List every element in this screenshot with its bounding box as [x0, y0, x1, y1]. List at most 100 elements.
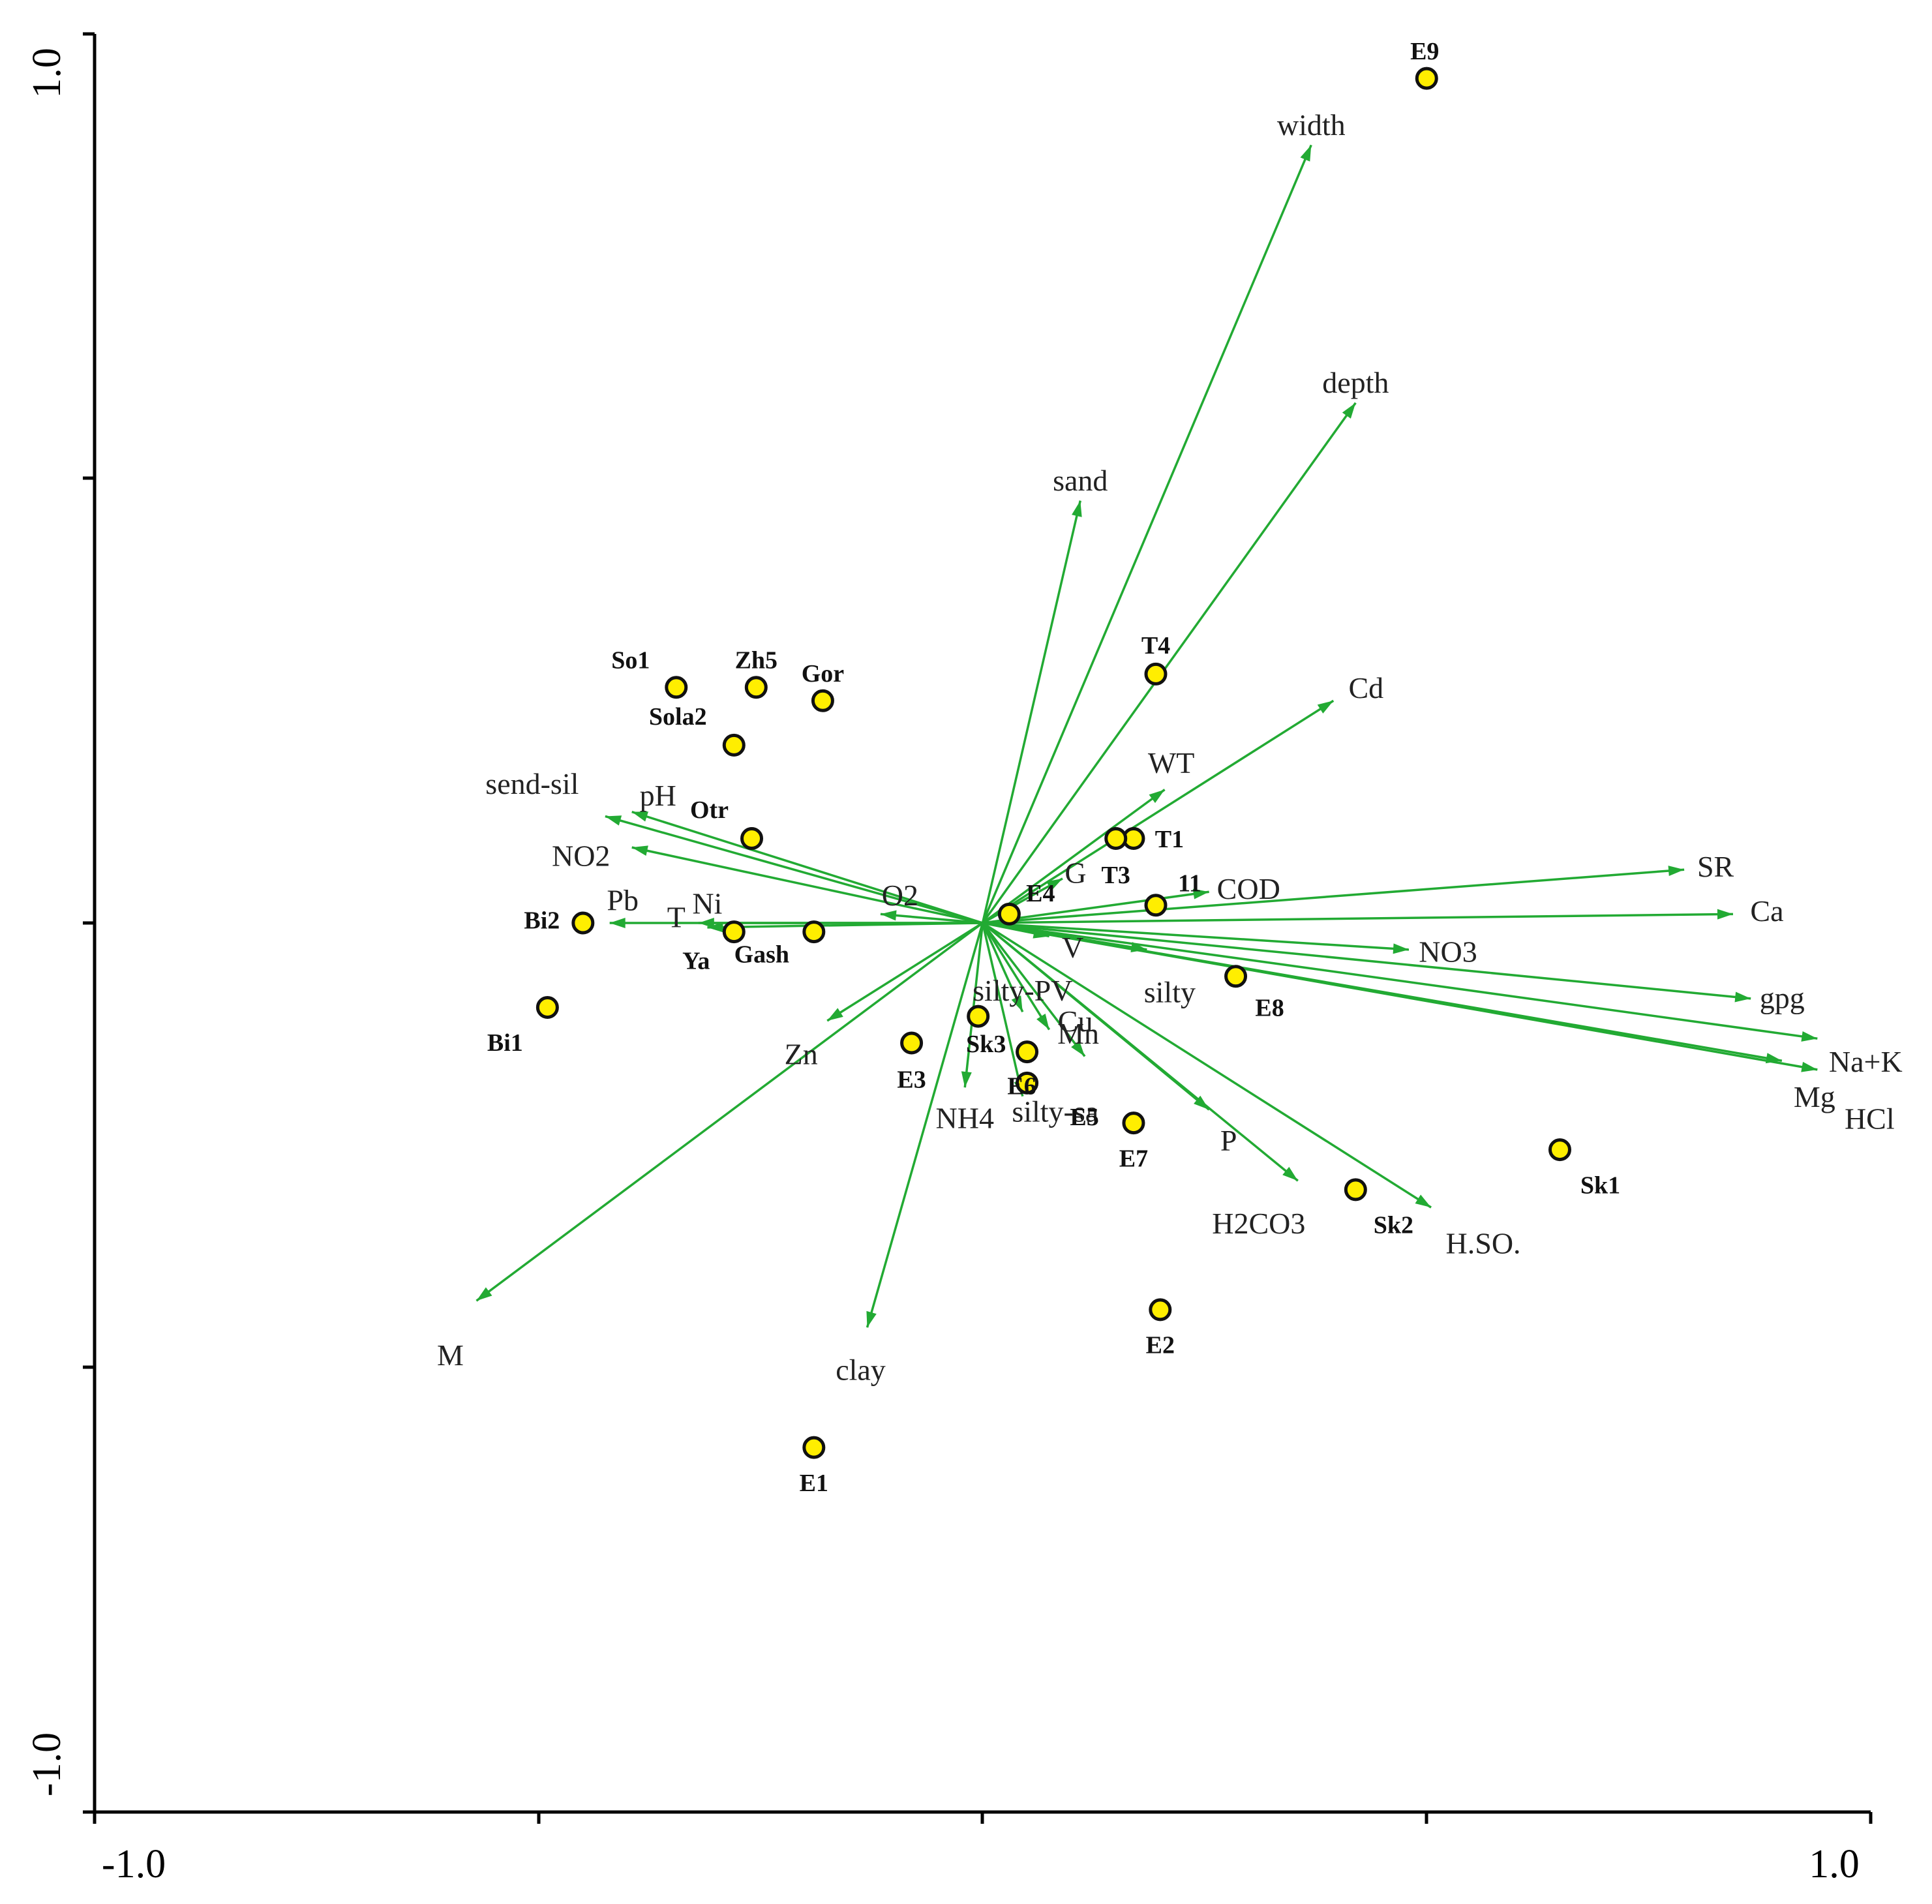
vector-label-gpg: gpg — [1760, 981, 1805, 1014]
vector-sr — [982, 868, 1685, 924]
vector-mn — [982, 922, 1086, 1057]
vector-arrowhead-clay — [866, 1310, 877, 1328]
vector-label-cu: Cu — [1058, 1005, 1093, 1038]
vector-label-m: M — [437, 1338, 464, 1372]
site-label-t3: T3 — [1102, 862, 1130, 889]
site-label-t1: T1 — [1155, 826, 1184, 853]
site-point-e4 — [997, 902, 1021, 926]
site-point-e5 — [1016, 1071, 1039, 1095]
site-point-ya — [722, 920, 746, 944]
vector-arrowhead-cd — [1317, 701, 1334, 714]
site-point-e9 — [1415, 67, 1438, 90]
vector-arrowhead-cu — [1036, 1013, 1049, 1030]
vector-arrowhead-ph — [631, 811, 649, 822]
vector-arrowhead-h-so — [1415, 1194, 1432, 1208]
site-label-otr: Otr — [690, 796, 729, 824]
vector-label-cod: COD — [1217, 872, 1280, 905]
vector-clay — [866, 922, 984, 1328]
vector-arrowhead-wt — [1149, 789, 1165, 804]
vector-arrowhead-m — [476, 1287, 492, 1301]
site-label-e1: E1 — [800, 1470, 828, 1497]
site-label-e8: E8 — [1255, 994, 1284, 1021]
vector-label-width: width — [1277, 108, 1346, 142]
vector-h2co3 — [982, 922, 1299, 1182]
vector-gpg — [982, 922, 1751, 1000]
site-point-e7 — [1122, 1111, 1145, 1135]
vector-label-h-so: H.SO. — [1446, 1227, 1521, 1260]
vector-o2 — [880, 913, 983, 924]
vector-silty-sa — [981, 922, 1024, 1097]
vector-label-send-sil: send-sil — [485, 767, 579, 800]
site-labels: E9 T4 So1 Zh5 Gor Sola2 Otr T1 T3 11 E4 Bi2 Ya Gash E8… — [487, 38, 1620, 1497]
site-label-e3: E3 — [897, 1066, 926, 1094]
vector-hcl — [982, 922, 1818, 1071]
vector-label-mn: Mn — [1057, 1017, 1099, 1050]
vector-arrowhead-send-sil — [605, 815, 622, 826]
site-point-sk2 — [1344, 1178, 1367, 1201]
vector-arrowhead-nh4 — [961, 1071, 972, 1088]
y-tick-label-min: -1.0 — [25, 1732, 69, 1796]
vector-cod — [982, 890, 1209, 924]
site-point-bi2 — [571, 911, 595, 935]
site-label-sk2: Sk2 — [1374, 1212, 1413, 1239]
vector-width — [981, 144, 1312, 924]
vector-arrowhead-zn — [827, 1008, 843, 1021]
vector-label-ph: pH — [640, 779, 676, 812]
site-label-e9: E9 — [1410, 38, 1439, 65]
vector-arrowhead-silty — [1130, 942, 1147, 952]
site-point-sk1 — [1548, 1138, 1571, 1162]
site-point-t3 — [1104, 827, 1128, 851]
site-label-e2: E2 — [1146, 1332, 1175, 1359]
vector-no3 — [982, 922, 1410, 951]
site-point-11 — [1144, 894, 1168, 917]
vector-arrowhead-ni — [707, 922, 723, 933]
vector-arrowhead-mn — [1071, 1040, 1085, 1057]
vector-label-mg: Mg — [1794, 1080, 1835, 1113]
vector-wt — [982, 789, 1166, 924]
vector-label-hcl: HCl — [1845, 1102, 1895, 1135]
vector-arrowhead-sr — [1668, 866, 1685, 877]
site-point-zh5 — [744, 676, 768, 699]
site-label-sola2: Sola2 — [649, 703, 707, 731]
vector-label-v: V — [1062, 931, 1083, 964]
vector-arrowhead-g — [1046, 878, 1063, 891]
site-label-bi2: Bi2 — [524, 907, 560, 935]
vector-label-silty: silty — [1144, 975, 1196, 1008]
vector-label-nh4: NH4 — [936, 1102, 994, 1135]
vector-arrowhead-ca — [1717, 909, 1733, 920]
site-label-zh5: Zh5 — [735, 647, 777, 674]
vector-zn — [826, 922, 984, 1022]
vector-label-silty-sa: silty-sa — [1012, 1095, 1098, 1128]
vector-label-zn: Zn — [785, 1037, 818, 1070]
vector-arrowhead-sand — [1072, 500, 1082, 517]
site-point-gash — [802, 920, 826, 944]
vector-sand — [981, 500, 1081, 924]
vector-na-k — [982, 922, 1818, 1040]
x-tick-label-min: -1.0 — [102, 1842, 166, 1886]
vector-arrowhead-h2co3 — [1282, 1166, 1298, 1181]
vector-arrowhead-v — [1033, 928, 1049, 939]
vector-arrowhead-hcl — [1801, 1061, 1818, 1072]
vector-label-pb: Pb — [607, 884, 639, 917]
vector-label-silty-pv: silty-PV — [973, 974, 1072, 1007]
environmental-vectors — [475, 144, 1818, 1328]
vector-label-wt: WT — [1148, 746, 1195, 779]
x-tick-label-max: 1.0 — [1809, 1842, 1860, 1886]
site-point-so1 — [665, 676, 688, 699]
vector-depth — [982, 402, 1357, 924]
vector-label-ni: Ni — [692, 886, 722, 920]
site-label-sk3: Sk3 — [966, 1031, 1006, 1058]
site-point-sk3 — [967, 1005, 990, 1028]
vector-label-g: G — [1064, 856, 1086, 889]
axes: -1.0 1.0 1.0 -1.0 — [25, 32, 1873, 1886]
site-point-otr — [740, 827, 764, 851]
vector-label-no3: NO3 — [1419, 935, 1477, 968]
site-label-bi1: Bi1 — [487, 1029, 523, 1057]
vector-ph — [631, 810, 984, 924]
vector-arrowhead-pb — [609, 918, 626, 928]
vector-silty-pv — [981, 922, 1024, 1013]
site-point-gor — [811, 689, 834, 712]
vector-label-clay: clay — [836, 1353, 886, 1387]
site-point-e6 — [1016, 1040, 1039, 1064]
